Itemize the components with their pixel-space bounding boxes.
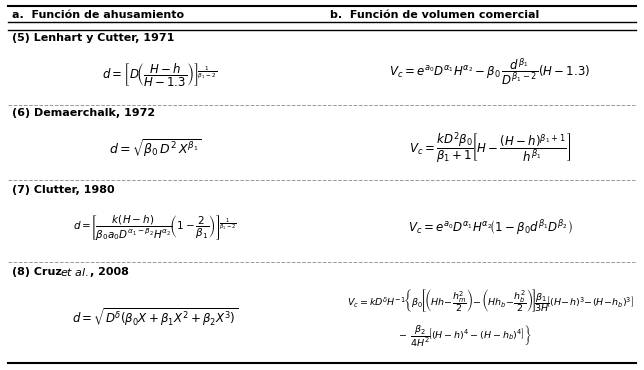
Text: $\left.-\,\dfrac{\beta_2}{4H^2}\!\left[(H-h)^4-(H-h_b)^4\right]\right\}$: $\left.-\,\dfrac{\beta_2}{4H^2}\!\left[(… (397, 323, 533, 347)
Text: $V_c = kD^{\delta}H^{-1}\!\left\{\beta_0\!\left[\!\left(Hh\!-\!\dfrac{h_m^2}{2}\: $V_c = kD^{\delta}H^{-1}\!\left\{\beta_0… (346, 286, 634, 313)
Text: , 2008: , 2008 (90, 267, 129, 277)
Text: $\it{et\ al.}$: $\it{et\ al.}$ (60, 266, 89, 278)
Text: $V_c = e^{a_0}D^{\alpha_1}H^{\alpha_2}\!\left(1 - \beta_0 d^{\beta_1}D^{\beta_2}: $V_c = e^{a_0}D^{\alpha_1}H^{\alpha_2}\!… (408, 218, 573, 238)
Text: $d = \left[D\!\left(\dfrac{H-h}{H-1.3}\right)\right]^{\!\frac{1}{\beta_1-2}}$: $d = \left[D\!\left(\dfrac{H-h}{H-1.3}\r… (102, 61, 218, 88)
Text: $d = \sqrt{D^{\delta}(\beta_0 X + \beta_1 X^2 + \beta_2 X^3)}$: $d = \sqrt{D^{\delta}(\beta_0 X + \beta_… (72, 307, 238, 329)
Text: (6) Demaerchalk, 1972: (6) Demaerchalk, 1972 (12, 108, 155, 118)
Text: $d = \!\left[\dfrac{k(H-h)}{\beta_0 a_0 D^{\alpha_1-\beta_2}H^{\alpha_2}}\!\left: $d = \!\left[\dfrac{k(H-h)}{\beta_0 a_0 … (73, 213, 237, 242)
Text: a.  Función de ahusamiento: a. Función de ahusamiento (12, 10, 184, 20)
Text: $V_c = \dfrac{kD^2\beta_0}{\beta_1+1}\!\left[H - \dfrac{(H-h)^{\beta_1+1}}{h^{\b: $V_c = \dfrac{kD^2\beta_0}{\beta_1+1}\!\… (409, 130, 571, 166)
Text: $d = \sqrt{\beta_0\,D^2\,X^{\beta_1}}$: $d = \sqrt{\beta_0\,D^2\,X^{\beta_1}}$ (109, 137, 201, 159)
Text: b.  Función de volumen comercial: b. Función de volumen comercial (330, 10, 539, 20)
Text: (8) Cruz: (8) Cruz (12, 267, 66, 277)
Text: (7) Clutter, 1980: (7) Clutter, 1980 (12, 185, 115, 195)
Text: (5) Lenhart y Cutter, 1971: (5) Lenhart y Cutter, 1971 (12, 33, 175, 43)
Text: $V_c = e^{a_0}D^{\alpha_1}H^{\alpha_2} - \beta_0\,\dfrac{d^{\beta_1}}{D^{\beta_1: $V_c = e^{a_0}D^{\alpha_1}H^{\alpha_2} -… (390, 56, 591, 88)
